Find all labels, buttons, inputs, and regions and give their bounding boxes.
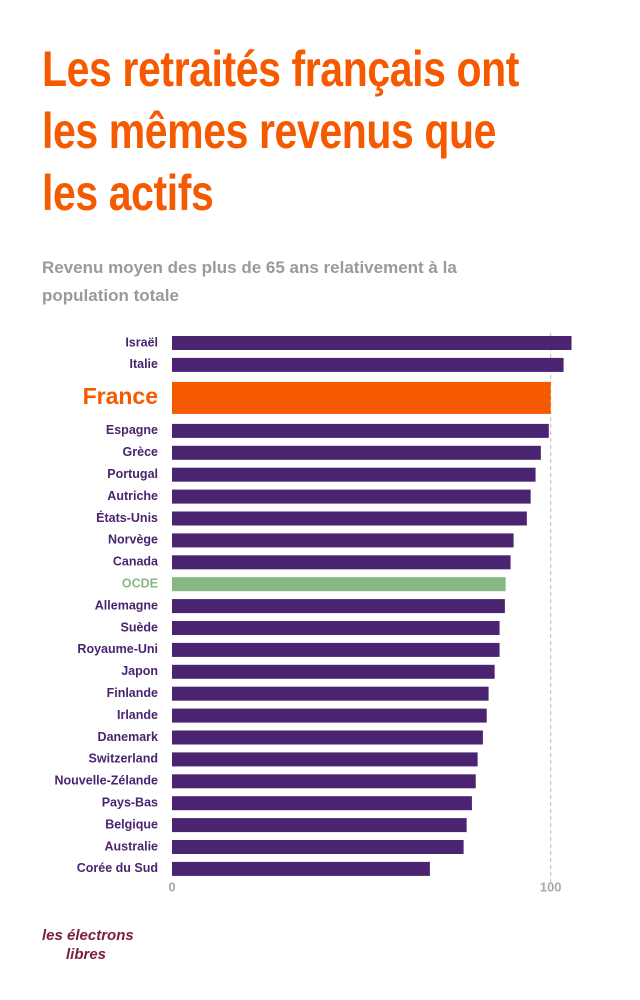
chart-title: Les retraités français ont les mêmes rev… (42, 41, 519, 221)
bar (172, 621, 500, 635)
bar (172, 818, 467, 833)
bar (172, 357, 564, 372)
y-tick-label: Switzerland (89, 752, 158, 766)
bar (172, 730, 483, 745)
bar (172, 840, 464, 854)
bar (172, 686, 489, 701)
bar (172, 511, 527, 526)
chart-subtitle: Revenu moyen des plus de 65 ans relative… (42, 258, 457, 305)
y-tick-label: Japon (121, 664, 158, 678)
y-tick-label: Nouvelle-Zélande (55, 774, 159, 788)
y-tick-label: Australie (105, 839, 159, 853)
logo-text: libres (66, 946, 106, 963)
y-tick-label: Belgique (105, 817, 158, 831)
bar (172, 533, 514, 548)
bar (172, 445, 541, 460)
bar (172, 642, 500, 657)
bar (172, 752, 478, 767)
y-tick-label: Grèce (123, 445, 158, 459)
y-tick-label: France (83, 383, 158, 409)
y-tick-label: Suède (120, 620, 158, 634)
y-tick-label: Danemark (98, 730, 158, 744)
y-tick-label: Autriche (107, 489, 158, 503)
bar (172, 708, 487, 723)
logo-text: les électrons (42, 927, 134, 944)
bar (172, 467, 536, 482)
y-tick-label: Royaume-Uni (77, 642, 158, 656)
y-tick-label: États-Unis (96, 510, 158, 525)
bar (172, 423, 549, 438)
x-tick-label: 100 (540, 879, 562, 894)
y-tick-label: Israël (125, 335, 158, 349)
y-tick-label: Irlande (117, 708, 158, 722)
y-tick-label: Pays-Bas (102, 795, 158, 809)
bar (172, 796, 472, 811)
bar (172, 336, 572, 350)
bar (172, 577, 506, 592)
y-tick-label: Finlande (107, 686, 158, 700)
y-tick-label: Portugal (107, 467, 158, 481)
bar (172, 555, 511, 570)
bar (172, 489, 531, 504)
x-tick-label: 0 (168, 879, 175, 894)
bar (172, 774, 476, 789)
bar (172, 381, 551, 414)
y-tick-label: Canada (113, 555, 159, 569)
y-tick-label: Norvège (108, 533, 158, 547)
bar (172, 664, 495, 679)
y-tick-label: Espagne (106, 423, 158, 437)
y-tick-label: Corée du Sud (77, 861, 158, 875)
y-tick-label: OCDE (122, 576, 158, 590)
bar (172, 861, 430, 876)
bar (172, 599, 505, 614)
y-tick-label: Italie (130, 357, 159, 371)
y-tick-label: Allemagne (95, 598, 158, 612)
